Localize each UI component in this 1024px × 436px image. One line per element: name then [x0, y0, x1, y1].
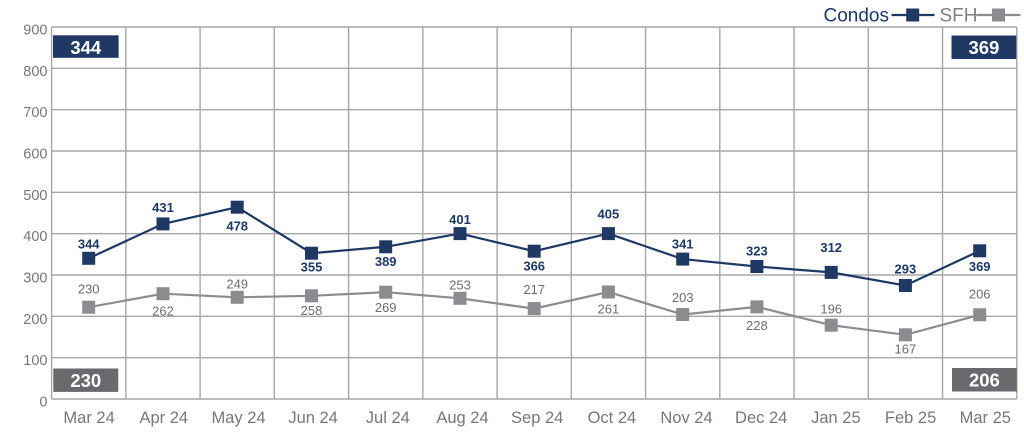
svg-text:700: 700: [23, 105, 47, 121]
svg-text:355: 355: [301, 260, 323, 275]
svg-text:SFH: SFH: [940, 5, 978, 26]
svg-text:Feb 25: Feb 25: [885, 409, 936, 427]
svg-text:300: 300: [23, 271, 47, 287]
svg-text:312: 312: [820, 240, 842, 255]
svg-text:478: 478: [226, 219, 248, 234]
svg-text:Oct 24: Oct 24: [588, 409, 637, 427]
svg-text:230: 230: [78, 281, 100, 296]
svg-text:341: 341: [672, 237, 694, 252]
svg-text:Mar 25: Mar 25: [960, 409, 1011, 427]
svg-text:900: 900: [23, 23, 47, 39]
svg-text:196: 196: [820, 302, 842, 317]
svg-text:Nov 24: Nov 24: [660, 409, 712, 427]
svg-text:258: 258: [301, 303, 323, 318]
svg-text:100: 100: [23, 353, 47, 369]
svg-text:167: 167: [895, 342, 917, 357]
svg-text:262: 262: [152, 304, 174, 319]
svg-text:Jul 24: Jul 24: [366, 409, 410, 427]
svg-text:217: 217: [523, 282, 545, 297]
svg-text:Dec 24: Dec 24: [735, 409, 787, 427]
svg-text:405: 405: [598, 207, 620, 222]
svg-text:Jan 25: Jan 25: [811, 409, 861, 427]
svg-text:230: 230: [70, 370, 101, 391]
svg-text:Condos: Condos: [824, 5, 890, 26]
svg-text:369: 369: [968, 37, 999, 58]
svg-text:323: 323: [746, 244, 768, 259]
svg-text:389: 389: [375, 254, 397, 269]
svg-text:369: 369: [969, 259, 991, 274]
svg-text:431: 431: [152, 200, 174, 215]
svg-text:344: 344: [70, 37, 102, 58]
svg-text:Jun 24: Jun 24: [288, 409, 338, 427]
svg-text:206: 206: [969, 286, 991, 301]
svg-text:200: 200: [23, 312, 47, 328]
svg-text:Sep 24: Sep 24: [511, 409, 563, 427]
svg-text:366: 366: [523, 258, 545, 273]
svg-text:261: 261: [598, 302, 620, 317]
svg-text:203: 203: [672, 290, 694, 305]
svg-text:Aug 24: Aug 24: [436, 409, 488, 427]
svg-text:Apr 24: Apr 24: [139, 409, 188, 427]
svg-text:253: 253: [449, 278, 471, 293]
svg-text:293: 293: [895, 261, 917, 276]
svg-text:401: 401: [449, 212, 471, 227]
svg-text:Mar 24: Mar 24: [63, 409, 114, 427]
svg-text:228: 228: [746, 318, 768, 333]
svg-text:600: 600: [23, 147, 47, 163]
svg-text:206: 206: [969, 370, 1000, 391]
svg-text:May 24: May 24: [211, 409, 265, 427]
svg-text:0: 0: [39, 395, 47, 411]
svg-text:800: 800: [23, 64, 47, 80]
svg-text:400: 400: [23, 229, 47, 245]
svg-text:249: 249: [226, 277, 248, 292]
svg-text:269: 269: [375, 300, 397, 315]
svg-text:500: 500: [23, 188, 47, 204]
svg-text:344: 344: [78, 236, 100, 251]
